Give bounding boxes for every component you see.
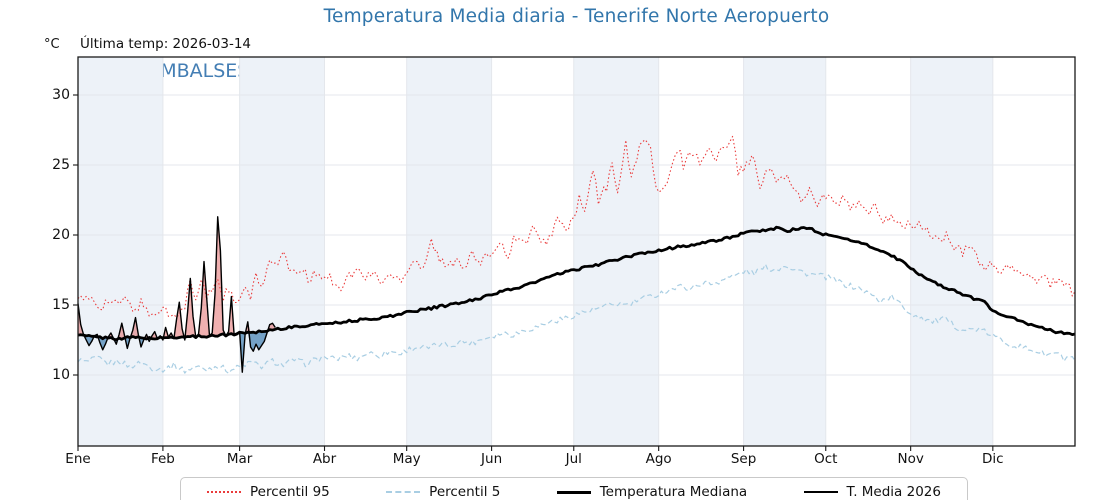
- x-tick-label-nov: Nov: [897, 451, 924, 467]
- x-tick-label-jun: Jun: [481, 451, 503, 467]
- x-tick-label-oct: Oct: [814, 451, 838, 467]
- legend-label-percentil-95: Percentil 95: [250, 484, 330, 500]
- last-temp-label: Última temp: 2026-03-14: [80, 36, 252, 52]
- y-axis-unit-label: °C: [44, 37, 60, 52]
- x-tick-label-mar: Mar: [226, 451, 253, 467]
- x-tick-label-ago: Ago: [645, 451, 672, 467]
- x-tick-label-may: May: [392, 451, 421, 467]
- legend-swatch-temperatura-mediana: [556, 490, 591, 494]
- y-tick-label-30: 30: [52, 87, 70, 103]
- x-tick-label-sep: Sep: [730, 451, 757, 467]
- chart-title: Temperatura Media diaria - Tenerife Nort…: [323, 6, 830, 27]
- y-tick-label-25: 25: [52, 157, 70, 173]
- x-tick-label-dic: Dic: [982, 451, 1004, 467]
- legend: Percentil 95 Percentil 5 Temperatura Med…: [180, 477, 968, 500]
- y-tick-label-15: 15: [52, 297, 70, 313]
- x-tick-label-abr: Abr: [312, 451, 337, 467]
- x-tick-label-ene: Ene: [65, 451, 91, 467]
- legend-label-temperatura-mediana: Temperatura Mediana: [599, 484, 748, 500]
- legend-swatch-percentil-5: [386, 491, 421, 493]
- legend-item-percentil-95: Percentil 95: [207, 484, 330, 500]
- x-tick-label-feb: Feb: [150, 451, 175, 467]
- legend-item-temperatura-mediana: Temperatura Mediana: [556, 484, 748, 500]
- x-tick-label-jul: Jul: [565, 451, 582, 467]
- y-tick-label-10: 10: [52, 367, 70, 383]
- legend-item-t-media-2026: T. Media 2026: [803, 484, 941, 500]
- legend-label-percentil-5: Percentil 5: [429, 484, 501, 500]
- y-tick-label-20: 20: [52, 227, 70, 243]
- legend-swatch-percentil-95: [207, 491, 241, 493]
- legend-label-t-media-2026: T. Media 2026: [846, 484, 941, 500]
- legend-item-percentil-5: Percentil 5: [386, 484, 500, 500]
- legend-swatch-t-media-2026: [803, 491, 838, 493]
